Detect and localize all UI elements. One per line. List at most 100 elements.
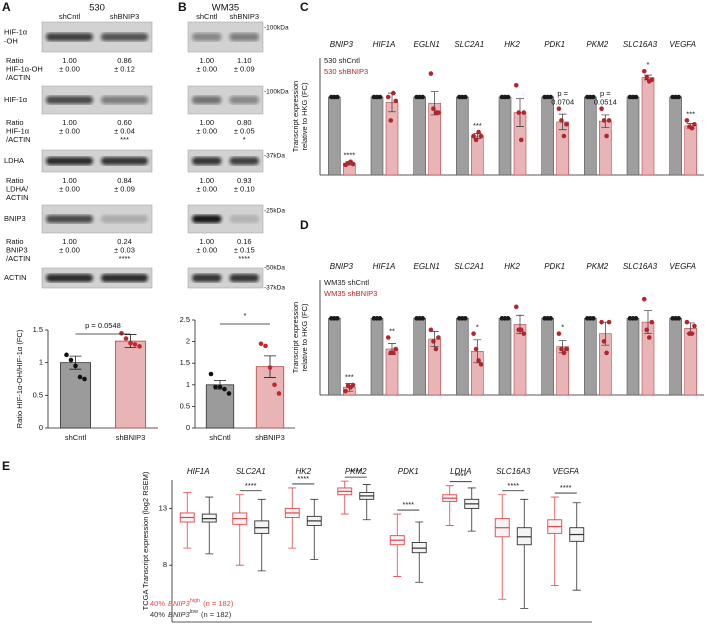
ratio-value: ± 0.00 — [59, 184, 80, 193]
ratio-value: 0.93 — [237, 176, 252, 185]
bar — [669, 96, 682, 176]
ratio-label: HIF-1α-OH — [6, 64, 43, 73]
data-point — [476, 129, 481, 135]
data-point — [633, 94, 639, 100]
whisker — [467, 487, 476, 532]
bar — [471, 135, 484, 176]
legend-text: 40% — [150, 599, 165, 608]
blot-band — [101, 33, 148, 41]
significance: **** — [119, 254, 131, 263]
data-point — [213, 384, 218, 390]
bar — [328, 318, 341, 396]
gene-label: SLC16A3 — [623, 40, 658, 49]
data-point — [644, 75, 650, 80]
data-point — [431, 106, 436, 111]
data-point — [77, 374, 83, 380]
ratio-value: ± 0.00 — [196, 245, 217, 254]
ratio-label: /ACTIN — [6, 135, 31, 144]
gene-label: PDK1 — [544, 262, 565, 271]
data-point — [505, 94, 511, 100]
ratio-label: Ratio — [6, 118, 24, 127]
data-point — [436, 110, 441, 115]
gene-label: PKM2 — [586, 40, 608, 49]
legend-text: 40% — [150, 610, 165, 619]
blot-image — [187, 149, 264, 173]
kda-marker: -100kDa — [264, 25, 289, 32]
data-point — [649, 319, 655, 325]
significance-label: **** — [245, 481, 257, 490]
data-point — [513, 83, 519, 88]
significance-label: ** — [389, 326, 395, 335]
significance-label: p = — [600, 89, 611, 98]
panel-label: B — [178, 0, 187, 14]
blot-image — [41, 267, 153, 289]
bar — [328, 96, 341, 176]
gene-label: HIF1A — [373, 262, 396, 271]
bar — [456, 318, 469, 396]
kda-marker: -37kDa — [264, 153, 285, 160]
bar — [370, 96, 384, 176]
data-point — [641, 68, 647, 74]
legend-entry: 530 shBNIP3 — [324, 67, 368, 76]
x-tick-label: shCntl — [209, 433, 231, 442]
bar — [114, 340, 147, 429]
data-point — [676, 316, 681, 321]
data-point — [692, 122, 697, 127]
column-label: shCntl — [59, 12, 81, 21]
ratio-value: 1.00 — [199, 237, 214, 246]
data-point — [556, 331, 562, 336]
data-point — [463, 316, 468, 321]
data-point — [633, 316, 639, 321]
legend-entry: 40% BNIP3high (n = 182) — [150, 598, 234, 608]
bar — [684, 327, 697, 396]
data-point — [689, 331, 695, 336]
legend-entry: WM35 shBNIP3 — [324, 289, 377, 298]
data-point — [428, 327, 434, 333]
kda-marker: -50kDa — [264, 265, 285, 272]
data-point — [505, 316, 511, 321]
x-tick-label: shCntl — [65, 433, 87, 442]
data-point — [82, 376, 87, 382]
whisker — [257, 498, 266, 572]
data-point — [591, 94, 596, 100]
significance-label: p = 0.0548 — [85, 321, 121, 330]
data-point — [518, 137, 524, 143]
gene-label: EGLN1 — [414, 262, 440, 271]
data-point — [471, 331, 476, 336]
y-tick-label: 2 — [186, 337, 190, 346]
data-point — [559, 346, 564, 352]
ratio-label: ACTIN — [6, 193, 29, 202]
significance-label: **** — [560, 483, 572, 492]
protein-label: -OH — [4, 36, 18, 45]
data-point — [548, 316, 553, 321]
ratio-value: ± 0.00 — [196, 126, 217, 135]
data-point — [128, 340, 133, 346]
blot-title: WM35 — [212, 3, 239, 14]
bar — [385, 348, 399, 396]
data-point — [601, 339, 607, 344]
gene-label: BNIP3 — [330, 262, 354, 271]
panel-label: E — [2, 459, 10, 473]
ratio-value: ± 0.00 — [196, 64, 217, 73]
significance-label: 0.0514 — [594, 98, 617, 107]
data-point — [132, 342, 138, 347]
significance-label: **** — [297, 474, 309, 483]
whisker — [498, 494, 507, 600]
blot-band — [101, 157, 148, 165]
significance-label: *** — [686, 109, 695, 118]
data-point — [599, 106, 604, 111]
y-tick-label: 0 — [186, 423, 190, 432]
bar — [413, 96, 426, 176]
ratio-value: 1.00 — [62, 176, 77, 185]
ratio-value: ± 0.05 — [234, 126, 255, 135]
blot-band — [192, 96, 222, 104]
data-point — [119, 330, 124, 336]
blot-band — [229, 33, 259, 41]
significance-label: 0.0704 — [551, 98, 574, 107]
whisker — [340, 480, 349, 515]
y-tick-label: 13 — [159, 503, 167, 512]
blot-band — [101, 215, 148, 223]
data-point — [258, 341, 264, 347]
data-point — [390, 90, 396, 96]
bar — [599, 120, 612, 176]
